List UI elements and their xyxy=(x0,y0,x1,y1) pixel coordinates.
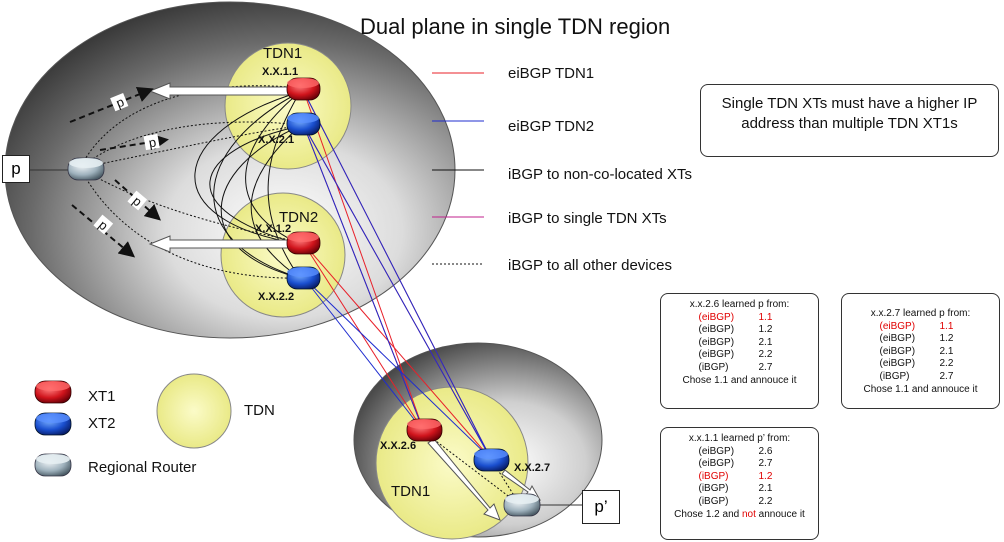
info-x11-row: (eiBGP) 2.6 xyxy=(698,445,773,457)
legend-regional-router-icon xyxy=(34,453,72,477)
router-xt2-2-7 xyxy=(473,448,510,472)
info-x26-row: (iBGP) 2.7 xyxy=(698,361,773,373)
router-xt1-1-2 xyxy=(286,231,321,255)
ip-x-x-1-1: X.X.1.1 xyxy=(262,66,298,78)
arrow-p-labels: p p p p xyxy=(93,93,160,235)
prefix-p-box: p xyxy=(2,155,30,183)
top-tdn2-label: TDN2 xyxy=(279,209,318,226)
ip-x-x-2-7: X.X.2.7 xyxy=(514,462,550,474)
info-x11-row: (eiBGP) 2.7 xyxy=(698,458,773,470)
info-box-x26: x.x.2.6 learned p from: (eiBGP) 1.1 (eiBG… xyxy=(660,293,819,409)
legend-regional-router-label: Regional Router xyxy=(88,459,196,476)
ip-x-x-2-2: X.X.2.2 xyxy=(258,291,294,303)
tdn1-top-circle xyxy=(224,42,352,170)
info-x27-row: (iBGP) 2.7 xyxy=(879,370,954,382)
router-xt1-2-6 xyxy=(406,418,443,442)
info-x11-heading: x.x.1.1 learned p’ from: xyxy=(688,433,791,444)
router-xt1-1-1 xyxy=(286,77,321,101)
info-box-x27: x.x.2.7 learned p from: (eiBGP) 1.1 (eiBG… xyxy=(841,293,1000,409)
diagram-title: Dual plane in single TDN region xyxy=(360,14,671,39)
info-x27-row: (eiBGP) 2.2 xyxy=(879,358,954,370)
legend-tdn-label: TDN xyxy=(244,402,275,419)
ip-x-x-1-2: X.X.1.2 xyxy=(255,223,291,235)
propagation-arrows xyxy=(148,82,542,521)
info-x26-row: (eiBGP) 1.2 xyxy=(698,324,773,336)
p-label-4 xyxy=(93,214,114,235)
ip-x-x-2-6: X.X.2.6 xyxy=(380,440,416,452)
legend-xt1-icon xyxy=(34,380,72,404)
svg-text:p: p xyxy=(147,134,157,150)
ip-x-x-2-1: X.X.2.1 xyxy=(258,134,294,146)
router-xt2-2-2 xyxy=(286,266,321,290)
top-tdn1-label: TDN1 xyxy=(263,45,302,62)
info-x11-row: (iBGP) 1.2 xyxy=(698,470,773,482)
device-legend: XT1 XT2 Regional Router TDN xyxy=(34,373,275,477)
info-x26-row: (eiBGP) 2.2 xyxy=(698,349,773,361)
info-x11-row: (iBGP) 2.1 xyxy=(698,483,773,495)
p-label-2 xyxy=(143,133,160,151)
legend-label-eibgp-tdn1: eiBGP TDN1 xyxy=(508,65,594,82)
info-x26-footer: Chose 1.1 and annouce it xyxy=(682,374,797,386)
black-ibgp-lines xyxy=(194,91,301,279)
regional-router-p-prime xyxy=(503,493,541,517)
legend-xt2-label: XT2 xyxy=(88,415,116,432)
legend-label-eibgp-tdn2: eiBGP TDN2 xyxy=(508,118,594,135)
note-text: Single TDN XTs must have a higher IP add… xyxy=(721,95,978,132)
info-x27-row: (eiBGP) 1.1 xyxy=(879,320,954,332)
legend-xt1-label: XT1 xyxy=(88,388,116,405)
legend-label-ibgp-non-co-located: iBGP to non-co-located XTs xyxy=(508,166,692,183)
prefix-p-prime-box: p’ xyxy=(582,490,620,524)
bottom-tdn1-label: TDN1 xyxy=(391,483,430,500)
regional-router-p xyxy=(67,157,105,181)
info-x27-row: (eiBGP) 2.1 xyxy=(879,345,954,357)
info-x27-heading: x.x.2.7 learned p from: xyxy=(870,308,971,319)
legend-tdn-circle xyxy=(156,373,232,449)
p-label-1 xyxy=(110,93,129,112)
info-x27-row: (eiBGP) 1.2 xyxy=(879,333,954,345)
info-x11-row: (iBGP) 2.2 xyxy=(698,495,773,507)
info-x26-row: (eiBGP) 2.1 xyxy=(698,336,773,348)
line-legend: eiBGP TDN1 eiBGP TDN2 iBGP to non-co-loc… xyxy=(432,65,692,274)
info-x26-heading: x.x.2.6 learned p from: xyxy=(689,299,790,310)
note-box: Single TDN XTs must have a higher IP add… xyxy=(700,84,999,157)
legend-label-ibgp-single-tdn: iBGP to single TDN XTs xyxy=(508,210,667,227)
info-x27-footer: Chose 1.1 and annouce it xyxy=(863,383,978,395)
legend-label-ibgp-all-other: iBGP to all other devices xyxy=(508,257,672,274)
p-label-3 xyxy=(127,190,148,211)
info-box-x11: x.x.1.1 learned p’ from: (eiBGP) 2.6 (eiB… xyxy=(660,427,819,540)
info-x11-footer: Chose 1.2 and not annouce it xyxy=(674,508,805,520)
router-xt2-2-1 xyxy=(286,112,321,136)
info-x26-row: (eiBGP) 1.1 xyxy=(698,311,773,323)
blue-eibgp-lines xyxy=(303,91,492,460)
legend-xt2-icon xyxy=(34,412,72,436)
